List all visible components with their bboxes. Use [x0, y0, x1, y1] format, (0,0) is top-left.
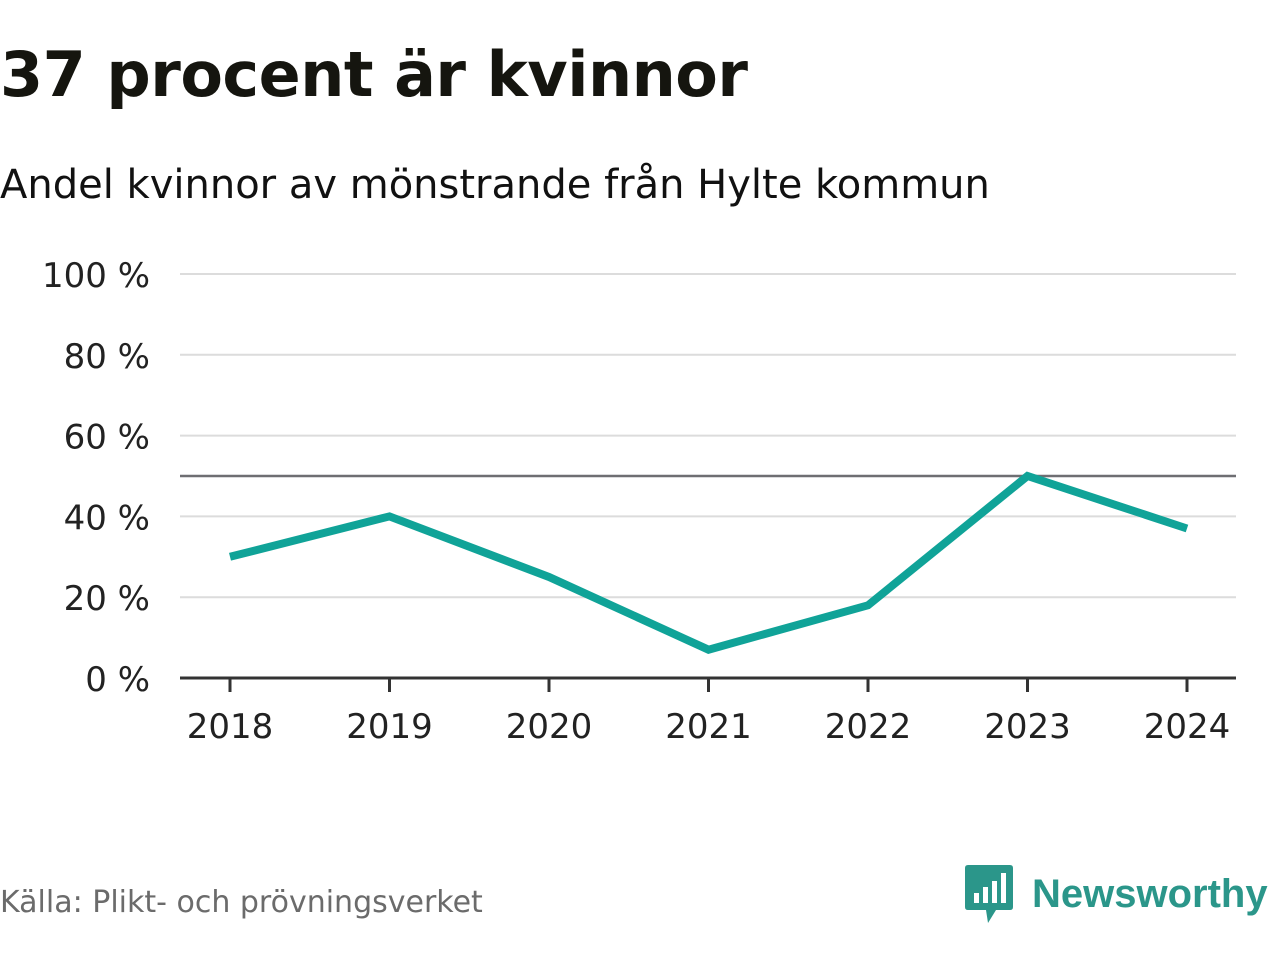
x-tick-label: 2019 [346, 707, 433, 747]
x-tick-label: 2024 [1144, 707, 1231, 747]
x-axis [180, 676, 1236, 692]
y-axis-tick-labels: 0 % 20 % 40 % 60 % 80 % 100 % [42, 256, 150, 700]
x-tick-label: 2018 [187, 707, 274, 747]
x-tick-label: 2023 [984, 707, 1071, 747]
bar-chart-speech-bubble-icon [965, 865, 1013, 923]
y-tick-label: 20 % [64, 579, 150, 619]
y-tick-label: 80 % [64, 337, 150, 377]
source-note: Källa: Plikt- och prövningsverket [0, 885, 483, 920]
y-tick-label: 0 % [85, 660, 150, 700]
x-tick-label: 2022 [825, 707, 912, 747]
y-tick-label: 40 % [64, 498, 150, 538]
y-tick-label: 100 % [42, 256, 150, 296]
chart-subtitle: Andel kvinnor av mönstrande från Hylte k… [0, 162, 990, 208]
series-line [229, 471, 1189, 654]
x-tick-label: 2021 [665, 707, 752, 747]
x-axis-tick-labels: 2018 2019 2020 2021 2022 2023 2024 [187, 707, 1231, 747]
chart-title: 37 procent är kvinnor [0, 38, 748, 111]
brand-name: Newsworthy [1032, 871, 1268, 916]
y-tick-label: 60 % [64, 418, 150, 458]
line-chart: 0 % 20 % 40 % 60 % 80 % 100 % 2018 2019 2020 202… [42, 256, 1236, 747]
x-tick-label: 2020 [506, 707, 593, 747]
grid-lines [180, 273, 1236, 599]
series-group [229, 471, 1189, 654]
brand-logo: Newsworthy [964, 862, 1268, 926]
